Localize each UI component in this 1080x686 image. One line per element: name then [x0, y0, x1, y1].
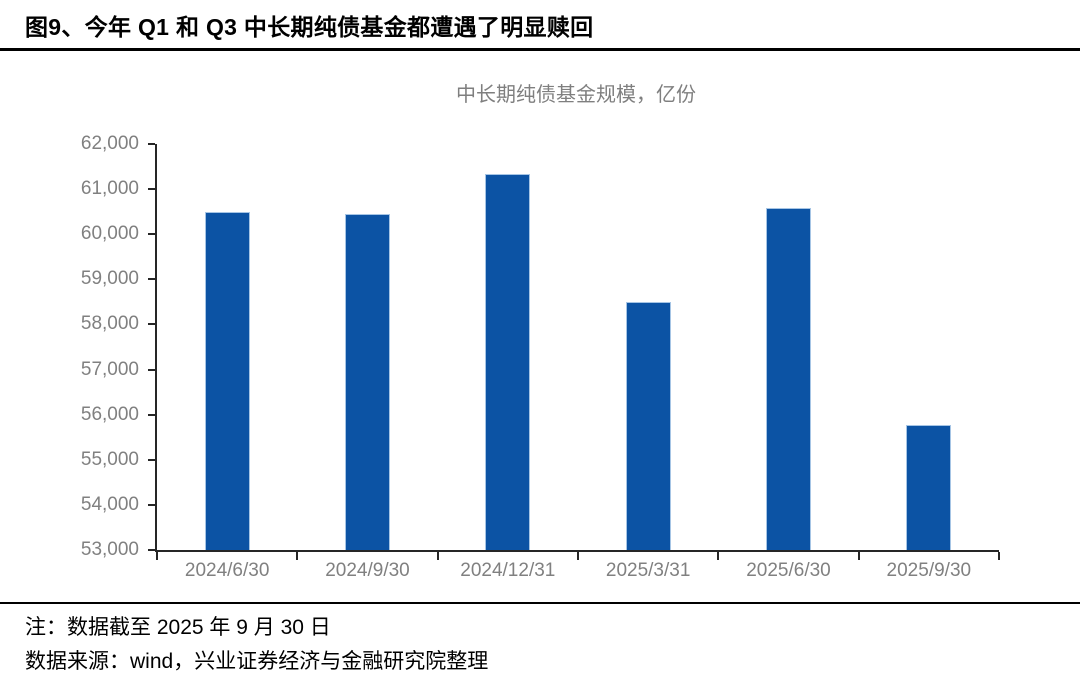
bar — [906, 424, 952, 550]
y-axis-tick — [148, 368, 155, 371]
y-axis-tick — [148, 143, 155, 145]
y-axis-label: 56,000 — [80, 403, 139, 425]
x-axis-label: 2025/9/30 — [886, 560, 972, 581]
bar — [345, 213, 390, 550]
title-divider — [0, 48, 1080, 51]
x-axis-label: 2025/3/31 — [605, 560, 691, 581]
x-axis-tick — [998, 552, 1000, 560]
figure-source: 数据来源：wind，兴业证券经济与金融研究院整理 — [25, 650, 489, 673]
bar — [204, 211, 250, 550]
x-axis-tick — [577, 552, 579, 560]
y-axis-label: 60,000 — [80, 223, 139, 245]
x-axis-tick — [857, 552, 860, 560]
y-axis-label: 59,000 — [80, 268, 139, 290]
y-axis-tick — [148, 458, 155, 461]
x-axis-tick — [296, 552, 299, 560]
x-axis-label: 2025/6/30 — [746, 560, 831, 581]
y-axis-label: 54,000 — [80, 493, 139, 515]
x-axis-label: 2024/12/31 — [460, 560, 556, 581]
x-axis-tick — [436, 552, 439, 560]
y-axis-tick — [148, 503, 155, 506]
bar — [766, 207, 811, 550]
y-axis-tick — [148, 233, 155, 236]
y-axis-tick — [148, 549, 155, 551]
y-axis-label: 61,000 — [80, 178, 139, 200]
y-axis-label: 53,000 — [80, 539, 139, 560]
bar — [625, 301, 671, 550]
figure-note: 注：数据截至 2025 年 9 月 30 日 — [25, 616, 331, 639]
y-axis-tick — [148, 278, 155, 281]
x-axis-label: 2024/9/30 — [325, 560, 410, 581]
footer-divider — [0, 602, 1080, 604]
chart-title: 中长期纯债基金规模，亿份 — [456, 84, 696, 106]
x-axis-tick — [717, 552, 720, 560]
y-axis-label: 57,000 — [80, 358, 139, 380]
x-axis-tick — [156, 552, 158, 560]
figure-title: 图9、今年 Q1 和 Q3 中长期纯债基金都遭遇了明显赎回 — [25, 14, 594, 40]
y-axis-tick — [148, 413, 155, 416]
y-axis-tick — [148, 323, 155, 326]
plot-area: 53,000 54,000 55,000 56,000 57,000 58,000 59,0… — [81, 133, 1000, 581]
bar — [485, 174, 531, 550]
y-axis-tick — [148, 188, 155, 191]
y-axis-label: 55,000 — [80, 448, 139, 470]
y-axis-label: 62,000 — [80, 133, 139, 154]
y-axis-label: 58,000 — [80, 313, 139, 335]
x-axis-label: 2024/6/30 — [184, 560, 270, 581]
